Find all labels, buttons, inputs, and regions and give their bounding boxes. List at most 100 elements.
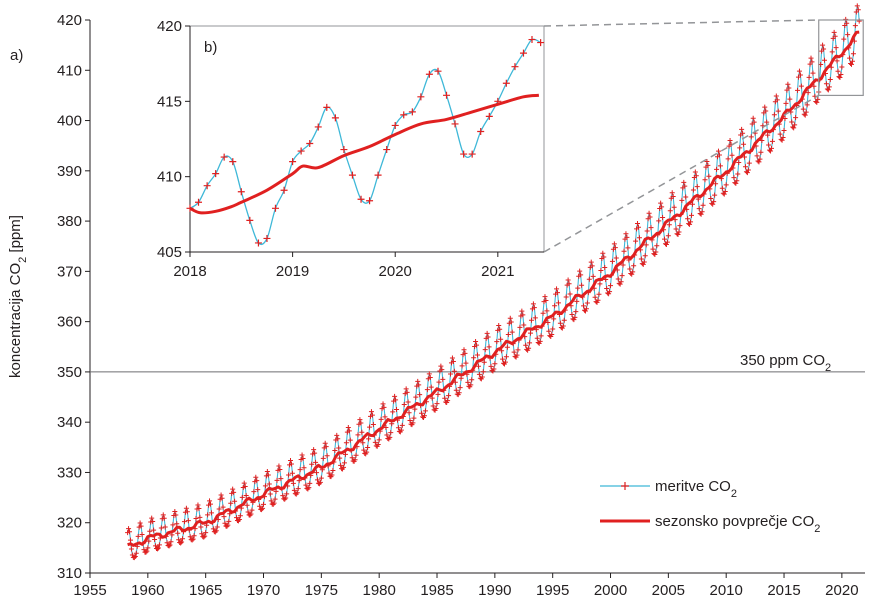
zoom-connector-top <box>543 19 819 27</box>
y-tick-label: 350 <box>57 364 82 381</box>
measurement-point <box>833 45 839 51</box>
measurement-point <box>176 537 182 543</box>
measurement-point <box>837 74 843 80</box>
measurement-point <box>393 397 399 403</box>
measurement-point <box>313 459 319 465</box>
measurement-point <box>702 177 708 183</box>
measurement-point <box>267 491 273 497</box>
inset-measurement-point <box>485 112 493 120</box>
measurement-point <box>621 248 627 254</box>
measurement-point <box>659 204 665 210</box>
measurement-point <box>207 498 213 504</box>
measurement-point <box>435 391 441 397</box>
x-tick-label: 2010 <box>710 582 743 599</box>
x-tick-label: 1970 <box>247 582 280 599</box>
panel-label-b: b) <box>204 39 217 56</box>
inset-x-tick-label: 2021 <box>481 263 514 280</box>
measurement-point <box>578 272 584 278</box>
measurement-point <box>484 330 490 336</box>
inset-background <box>190 26 544 252</box>
measurement-point <box>398 427 404 433</box>
measurement-point <box>291 487 297 493</box>
measurement-point <box>602 265 608 271</box>
measurement-point <box>815 96 821 102</box>
measurement-point <box>482 347 488 353</box>
measurement-point <box>612 245 618 251</box>
y-tick-label: 370 <box>57 263 82 280</box>
measurement-point <box>744 170 750 176</box>
measurement-point <box>831 29 837 35</box>
measurement-point <box>793 115 799 121</box>
measurement-point <box>187 534 193 540</box>
measurement-point <box>627 266 633 272</box>
measurement-point <box>808 55 814 61</box>
measurement-point <box>471 355 477 361</box>
measurement-point <box>586 276 592 282</box>
measurement-point <box>450 359 456 365</box>
measurement-point <box>255 487 261 493</box>
measurement-point <box>317 479 323 485</box>
measurement-point <box>232 498 238 504</box>
reference-line-label: 350 ppm CO2 <box>740 352 831 374</box>
measurement-point <box>349 455 355 461</box>
measurement-point <box>236 517 242 523</box>
measurement-point <box>660 215 666 221</box>
measurement-point <box>549 331 555 337</box>
measurement-point <box>629 271 635 277</box>
measurement-point <box>723 182 729 188</box>
measurement-point <box>588 259 594 265</box>
measurement-point <box>480 369 486 375</box>
measurement-point <box>672 217 678 223</box>
measurement-point <box>835 68 841 74</box>
measurement-point <box>228 500 234 506</box>
measurement-point <box>544 308 550 314</box>
measurement-point <box>174 521 180 527</box>
measurement-point <box>503 354 509 360</box>
measurement-point <box>731 175 737 181</box>
measurement-point <box>199 531 205 537</box>
y-tick-label: 380 <box>57 213 82 230</box>
measurement-point <box>301 465 307 471</box>
measurement-point <box>698 211 704 217</box>
measurement-point <box>552 303 558 309</box>
measurement-point <box>322 440 328 446</box>
inset-y-tick-label: 420 <box>157 18 182 35</box>
measurement-point <box>711 199 717 205</box>
measurement-point <box>650 246 656 252</box>
measurement-point <box>734 178 740 184</box>
measurement-point <box>850 51 856 57</box>
measurement-point <box>164 540 170 546</box>
measurement-point <box>417 392 423 398</box>
measurement-point <box>823 81 829 87</box>
measurement-point <box>128 546 134 552</box>
measurement-point <box>606 291 612 297</box>
measurement-point <box>335 436 341 442</box>
measurement-point <box>682 183 688 189</box>
measurement-point <box>378 416 384 422</box>
measurement-point <box>469 377 475 383</box>
measurement-point <box>597 281 603 287</box>
measurement-point <box>297 467 303 473</box>
measurement-point <box>203 530 209 536</box>
measurement-point <box>653 249 659 255</box>
measurement-point <box>692 169 698 175</box>
measurement-point <box>665 233 671 239</box>
measurement-point <box>426 371 432 377</box>
inset-measurement-point <box>451 120 459 128</box>
measurement-point <box>740 130 746 136</box>
measurement-point <box>370 421 376 427</box>
inset-measurement-point <box>519 49 527 57</box>
measurement-point <box>318 475 324 481</box>
measurement-point <box>384 432 390 438</box>
measurement-point <box>615 276 621 282</box>
measurement-point <box>646 210 652 216</box>
measurement-point <box>260 505 266 511</box>
measurement-point <box>207 501 213 507</box>
measurement-point <box>479 374 485 380</box>
measurement-point <box>768 148 774 154</box>
measurement-point <box>353 452 359 458</box>
measurement-point <box>494 339 500 345</box>
measurement-point <box>475 363 481 369</box>
measurement-point <box>220 504 226 510</box>
measurement-point <box>693 173 699 179</box>
